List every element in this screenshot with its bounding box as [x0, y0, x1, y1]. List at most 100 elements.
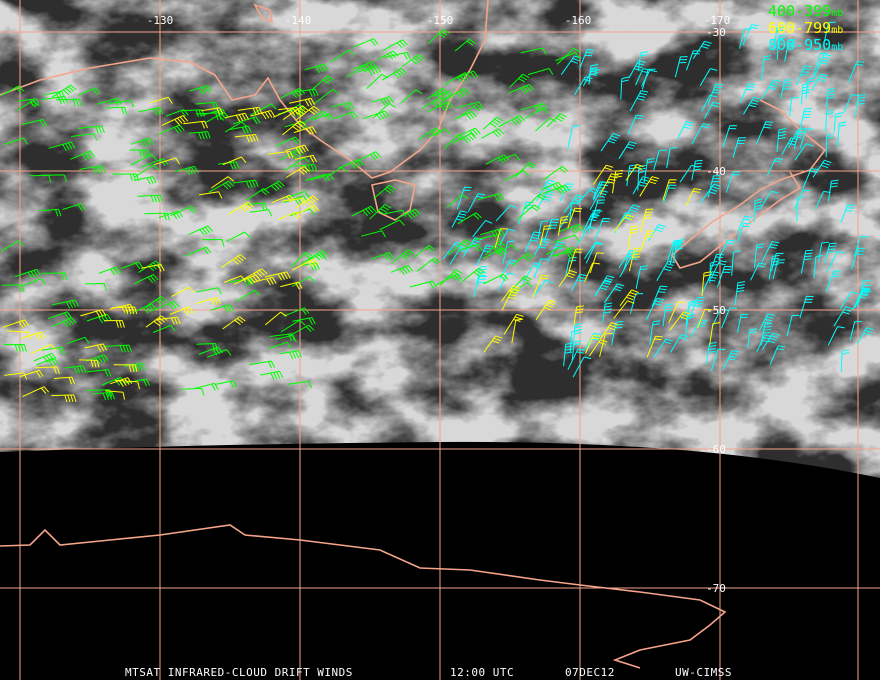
- wind-barb: [373, 103, 396, 119]
- wind-barb: [494, 228, 508, 249]
- wind-barb: [237, 106, 263, 116]
- wind-barb: [709, 322, 721, 346]
- wind-barb: [569, 329, 579, 352]
- wind-barb: [80, 309, 107, 318]
- wind-barb: [495, 204, 518, 222]
- wind-barb: [282, 197, 306, 206]
- wind-barb: [716, 265, 732, 288]
- footer-product: MTSAT INFRARED-CLOUD DRIFT WINDS: [125, 666, 353, 679]
- wind-barb: [381, 67, 407, 81]
- wind-barb: [786, 314, 800, 337]
- wind-barb: [533, 279, 553, 297]
- wind-barb: [599, 322, 619, 340]
- wind-barb: [42, 272, 68, 281]
- wind-barb: [620, 76, 630, 100]
- wind-barb: [232, 179, 259, 189]
- wind-barb: [537, 190, 555, 209]
- wind-barb: [677, 121, 694, 140]
- wind-barb: [770, 252, 784, 272]
- wind-barb: [482, 116, 504, 130]
- wind-barb: [196, 287, 222, 295]
- wind-barb: [585, 242, 603, 264]
- wind-barb: [295, 88, 319, 97]
- wind-barb: [600, 133, 621, 152]
- wind-barb: [552, 234, 580, 244]
- wind-barb: [756, 121, 774, 144]
- wind-barb: [627, 225, 639, 250]
- wind-barb: [105, 390, 125, 400]
- wind-barb: [201, 239, 225, 247]
- wind-barb: [71, 133, 98, 141]
- wind-barb: [280, 281, 303, 290]
- wind-barb: [517, 201, 534, 225]
- wind-barb: [613, 212, 633, 234]
- wind-barb: [298, 262, 320, 271]
- wind-barb: [825, 87, 836, 109]
- wind-barb: [188, 225, 213, 236]
- wind-barb: [42, 174, 67, 183]
- wind-barb: [252, 276, 277, 286]
- wind-barb: [707, 175, 721, 198]
- wind-barb: [852, 288, 871, 310]
- wind-barb: [498, 153, 521, 162]
- wind-barb: [189, 131, 211, 140]
- wind-barb: [21, 119, 48, 127]
- wind-barb: [734, 281, 746, 305]
- longitude-label: -140: [285, 14, 312, 27]
- wind-barb: [285, 190, 310, 199]
- wind-barb: [297, 204, 320, 215]
- wind-barb: [761, 241, 780, 263]
- wind-barb: [690, 319, 708, 338]
- wind-barb: [277, 107, 305, 117]
- wind-barb: [396, 208, 421, 220]
- wind-barb: [585, 332, 602, 350]
- wind-barb: [737, 313, 749, 333]
- wind-barb: [150, 96, 173, 104]
- wind-barb: [201, 107, 224, 115]
- wind-barb: [360, 230, 386, 238]
- wind-barb: [4, 372, 28, 380]
- wind-barb: [833, 112, 843, 133]
- wind-barb: [495, 244, 518, 255]
- wind-barb: [233, 274, 261, 285]
- wind-barb: [134, 164, 160, 178]
- wind-barb: [22, 278, 47, 287]
- wind-barb: [275, 136, 301, 147]
- wind-barb: [4, 137, 28, 145]
- wind-barb: [454, 38, 476, 52]
- wind-barb: [223, 275, 246, 283]
- wind-barbs: [0, 21, 874, 403]
- wind-barb: [483, 273, 509, 285]
- longitude-label: -150: [427, 14, 454, 27]
- wind-barb: [107, 99, 135, 108]
- wind-barb: [0, 240, 24, 252]
- wind-barb: [369, 204, 392, 220]
- wind-barb: [823, 21, 836, 45]
- wind-barb: [401, 54, 425, 68]
- footer-time: 12:00 UTC: [450, 666, 514, 679]
- wind-barb: [524, 107, 549, 119]
- wind-barb: [663, 184, 677, 203]
- wind-barb: [789, 96, 799, 117]
- wind-barb: [133, 274, 159, 285]
- wind-barb: [472, 220, 493, 238]
- wind-barb: [776, 128, 787, 152]
- wind-barb: [79, 359, 100, 368]
- wind-barb: [853, 236, 868, 257]
- wind-barb: [656, 260, 676, 282]
- wind-barb: [79, 165, 106, 174]
- wind-barb: [120, 261, 144, 270]
- legend-unit: mb: [831, 25, 843, 36]
- wind-barb: [130, 154, 157, 166]
- wind-barb: [769, 345, 786, 365]
- wind-barb: [673, 239, 684, 263]
- wind-barb: [643, 158, 655, 183]
- wind-barb: [111, 306, 138, 315]
- wind-barb: [628, 60, 646, 79]
- wind-barb: [532, 274, 549, 298]
- wind-barb: [776, 34, 786, 60]
- wind-barb: [280, 350, 302, 359]
